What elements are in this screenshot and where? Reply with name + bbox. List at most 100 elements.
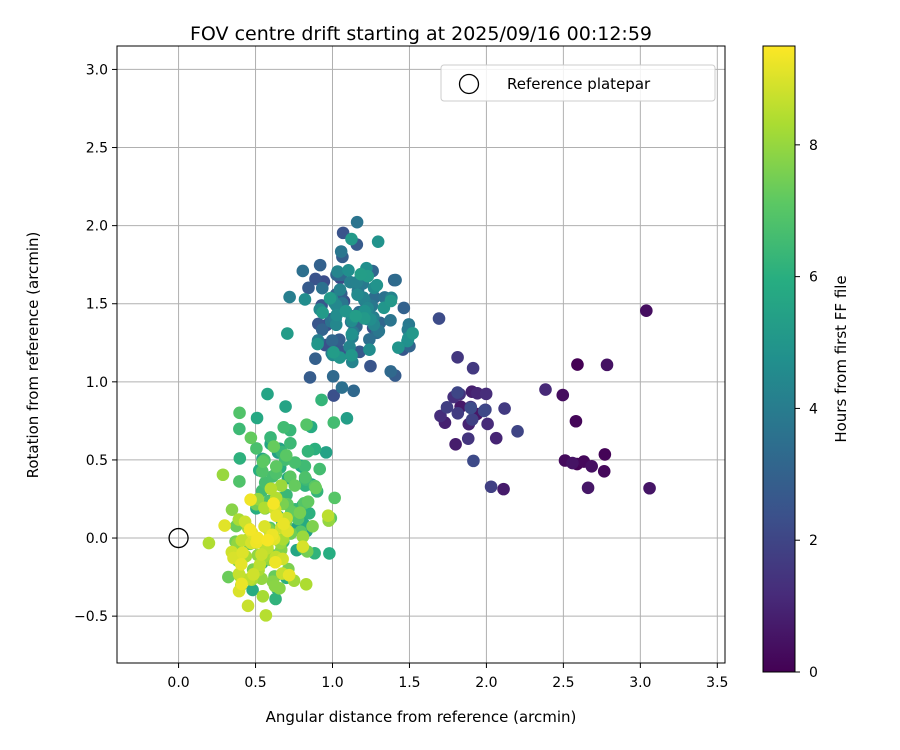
data-point: [345, 349, 358, 362]
data-point: [243, 523, 257, 536]
data-point: [236, 546, 249, 560]
data-point: [323, 292, 337, 305]
data-point: [269, 460, 283, 473]
data-point: [397, 301, 411, 315]
data-point: [384, 365, 398, 378]
data-point: [347, 384, 361, 398]
x-tick-label: 2.0: [475, 675, 497, 691]
data-point: [449, 437, 462, 451]
grid: [117, 46, 725, 663]
data-point: [569, 414, 583, 428]
y-tick-label: −0.5: [74, 609, 108, 625]
data-point: [323, 547, 336, 560]
data-point: [434, 409, 447, 423]
data-point: [309, 272, 322, 286]
data-point: [497, 482, 510, 496]
data-point: [284, 436, 297, 450]
colorbar-tick-label: 0: [809, 665, 818, 681]
x-tick-label: 2.5: [552, 675, 574, 691]
data-point: [479, 387, 493, 401]
data-point: [251, 531, 264, 545]
y-axis-ticks: −0.5 0.0 0.5 1.0 1.5 2.0 2.5 3.0: [74, 62, 117, 625]
data-point: [261, 387, 274, 401]
x-tick-label: 0.0: [167, 675, 189, 691]
data-point: [350, 215, 364, 229]
data-point: [364, 359, 377, 373]
data-point: [302, 281, 315, 295]
y-axis-label: Rotation from reference (arcmin): [24, 232, 42, 479]
data-point: [354, 267, 368, 281]
data-point: [255, 465, 269, 478]
data-point: [643, 481, 656, 495]
data-point: [451, 406, 465, 420]
y-tick-label: 0.5: [86, 453, 108, 469]
data-point: [225, 503, 239, 516]
data-point: [331, 265, 344, 278]
x-tick-label: 1.0: [321, 675, 343, 691]
data-point: [235, 534, 249, 547]
data-point: [598, 448, 612, 461]
data-point: [222, 570, 235, 584]
data-points: [202, 215, 656, 622]
y-tick-label: 3.0: [86, 62, 108, 78]
data-point: [279, 400, 292, 413]
legend-label: Reference platepar: [507, 75, 651, 93]
data-point: [392, 341, 405, 354]
data-point: [335, 381, 349, 394]
data-point: [451, 386, 464, 399]
y-tick-label: 1.0: [86, 375, 108, 391]
data-point: [235, 577, 248, 591]
data-point: [255, 548, 268, 561]
data-point: [244, 431, 258, 445]
data-point: [464, 401, 478, 415]
data-point: [296, 540, 310, 553]
data-point: [370, 278, 384, 292]
data-point: [498, 402, 511, 415]
data-point: [345, 232, 358, 246]
data-point: [309, 352, 322, 365]
data-point: [340, 412, 354, 425]
x-tick-label: 3.0: [629, 675, 651, 691]
data-point: [389, 273, 402, 287]
data-point: [277, 421, 291, 434]
data-point: [277, 517, 290, 531]
data-point: [327, 416, 341, 429]
data-point: [241, 599, 255, 613]
data-point: [481, 417, 494, 431]
x-axis-label: Angular distance from reference (arcmin): [266, 708, 577, 726]
data-point: [328, 491, 341, 505]
data-point: [299, 577, 313, 591]
x-tick-label: 1.5: [398, 675, 420, 691]
data-point: [216, 468, 230, 482]
data-point: [259, 609, 273, 622]
data-point: [283, 290, 296, 304]
colorbar-tick-label: 6: [809, 270, 818, 286]
data-point: [327, 389, 340, 402]
data-point: [600, 358, 614, 372]
data-point: [233, 422, 246, 436]
data-point: [333, 283, 347, 296]
data-point: [489, 431, 503, 445]
data-point: [597, 465, 611, 478]
data-point: [315, 281, 329, 295]
data-point: [298, 293, 312, 306]
colorbar-tick-label: 2: [809, 533, 818, 549]
data-point: [581, 481, 595, 495]
data-point: [233, 475, 246, 488]
data-point: [246, 583, 259, 597]
data-point: [253, 558, 267, 572]
data-point: [406, 326, 419, 340]
y-tick-label: 2.5: [86, 141, 108, 157]
data-point: [282, 568, 296, 582]
data-point: [566, 456, 579, 470]
colorbar: [762, 45, 796, 673]
data-point: [371, 235, 385, 248]
data-point: [325, 334, 339, 347]
data-point: [300, 418, 313, 431]
data-point: [465, 413, 479, 426]
x-axis-ticks: 0.0 0.5 1.0 1.5 2.0 2.5 3.0 3.5: [167, 663, 728, 691]
data-point: [384, 314, 397, 327]
legend-box: [440, 64, 716, 102]
data-point: [363, 333, 376, 346]
